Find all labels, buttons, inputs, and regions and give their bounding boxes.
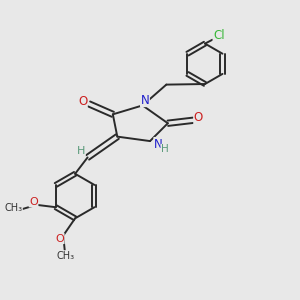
Text: N: N <box>154 138 163 151</box>
Text: H: H <box>161 144 169 154</box>
Text: N: N <box>141 94 149 106</box>
Text: O: O <box>29 197 38 207</box>
Text: O: O <box>78 95 87 108</box>
Text: CH₃: CH₃ <box>56 251 74 261</box>
Text: H: H <box>77 146 85 156</box>
Text: O: O <box>55 234 64 244</box>
Text: O: O <box>194 111 203 124</box>
Text: CH₃: CH₃ <box>4 203 22 213</box>
Text: Cl: Cl <box>213 29 225 42</box>
